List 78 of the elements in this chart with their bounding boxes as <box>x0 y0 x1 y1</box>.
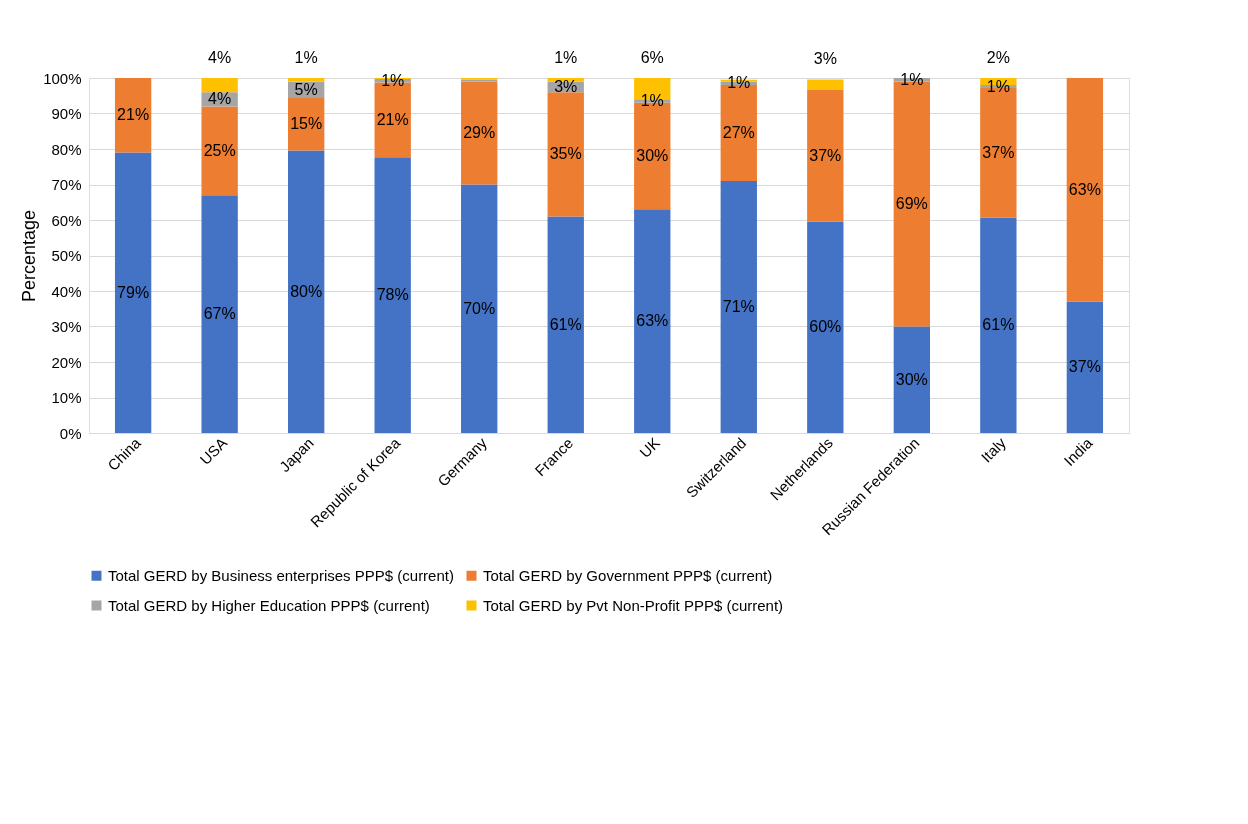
y-tick-label: 30% <box>51 318 82 335</box>
bar <box>720 180 757 433</box>
y-tick-label: 70% <box>51 176 82 193</box>
bar <box>201 78 238 93</box>
bar <box>807 221 844 433</box>
y-tick-label: 0% <box>59 424 82 442</box>
y-tick-label: 60% <box>51 211 82 229</box>
data-label: 15% <box>290 115 323 133</box>
y-tick-label: 90% <box>51 105 82 122</box>
bar <box>288 150 325 433</box>
bar <box>1066 78 1104 302</box>
bar <box>461 81 498 185</box>
data-label: 3% <box>554 77 578 95</box>
bar <box>201 195 238 433</box>
legend-label: Total GERD by Government PPP$ (current) <box>483 566 773 584</box>
data-label: 63% <box>636 312 669 330</box>
bar <box>374 157 411 433</box>
data-label: 25% <box>203 141 236 159</box>
data-label: 1% <box>640 92 664 110</box>
x-tick-label: UK <box>636 434 663 461</box>
data-label: 67% <box>203 305 236 323</box>
legend-label: Total GERD by Pvt Non-Profit PPP$ (current) <box>483 596 784 614</box>
bar <box>807 79 844 91</box>
data-label: 1% <box>986 77 1010 95</box>
data-label: 2% <box>986 49 1010 66</box>
data-label: 61% <box>982 316 1015 334</box>
data-label: 1% <box>900 70 924 88</box>
y-tick-label: 40% <box>51 282 82 300</box>
y-tick-label: 50% <box>51 247 82 264</box>
y-tick-label: 100% <box>43 69 82 87</box>
bar <box>634 209 671 433</box>
data-label: 27% <box>722 124 755 142</box>
bar <box>547 78 584 82</box>
bar <box>893 326 930 433</box>
x-tick-label: USA <box>196 434 231 468</box>
bar <box>288 78 325 82</box>
data-label: 63% <box>1068 180 1101 198</box>
data-label: 21% <box>117 106 150 124</box>
y-tick-label: 20% <box>51 353 82 371</box>
data-label: 5% <box>294 80 318 98</box>
bar <box>114 78 152 153</box>
y-tick-label: 80% <box>51 140 82 158</box>
data-label: 37% <box>809 146 842 164</box>
bar <box>807 90 844 222</box>
data-label: 37% <box>1068 358 1101 376</box>
x-tick-label: Italy <box>977 433 1010 466</box>
bar <box>547 216 584 433</box>
data-label: 1% <box>727 74 751 92</box>
y-axis-title: Percentage <box>19 209 40 303</box>
y-tick-label: 10% <box>51 389 82 406</box>
data-label: 80% <box>290 282 323 300</box>
data-label: 4% <box>208 90 232 108</box>
bar <box>201 106 238 196</box>
data-label: 60% <box>809 318 842 336</box>
bar <box>547 92 584 217</box>
data-label: 78% <box>376 286 409 304</box>
data-label: 30% <box>895 370 928 388</box>
data-label: 71% <box>722 297 755 315</box>
data-label: 37% <box>982 143 1015 161</box>
data-label: 1% <box>554 49 578 66</box>
data-label: 69% <box>895 195 928 213</box>
data-label: 4% <box>208 49 232 66</box>
data-label: 30% <box>636 147 669 165</box>
bar <box>980 217 1017 433</box>
bar <box>114 152 152 433</box>
bar <box>461 184 498 433</box>
bar <box>1066 301 1104 433</box>
legend-label: Total GERD by Higher Education PPP$ (current) <box>108 596 430 614</box>
data-label: 79% <box>117 283 150 301</box>
data-label: 3% <box>813 50 837 68</box>
data-label: 29% <box>463 124 496 142</box>
legend-label: Total GERD by Business enterprises PPP$ (current) <box>108 566 454 584</box>
data-label: 70% <box>463 299 496 317</box>
data-label: 21% <box>376 110 409 128</box>
data-label: 61% <box>549 315 582 333</box>
data-label: 6% <box>640 49 664 66</box>
data-label: 1% <box>294 49 318 66</box>
data-label: 35% <box>549 145 582 163</box>
